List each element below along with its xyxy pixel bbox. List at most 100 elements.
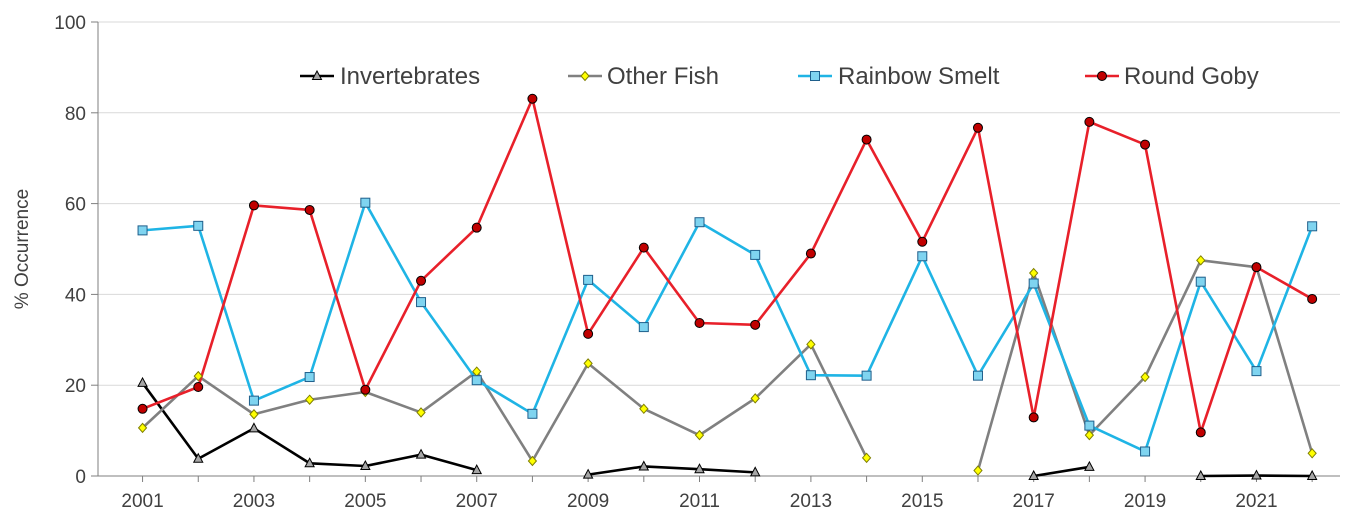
rainbow-smelt-point — [193, 220, 204, 231]
legend-marker-other-fish — [580, 70, 590, 82]
round-goby-point — [360, 384, 371, 395]
round-goby-point — [1195, 427, 1206, 438]
other-fish-point — [527, 455, 538, 467]
legend-item-rainbow-smelt: Rainbow Smelt — [798, 63, 1000, 90]
rainbow-smelt-point — [248, 395, 259, 406]
round-goby-point — [805, 248, 816, 259]
x-tick-label: 2019 — [1124, 491, 1166, 512]
invertebrates-point — [694, 463, 705, 474]
invertebrates-point — [1084, 460, 1095, 471]
rainbow-smelt-point — [583, 274, 594, 285]
rainbow-smelt-line — [142, 201, 1314, 453]
invertebrates-point — [1028, 469, 1040, 480]
rainbow-smelt-point — [694, 217, 705, 228]
x-tick-label: 2009 — [567, 491, 609, 512]
rainbow-smelt-point — [805, 370, 816, 381]
round-goby-point — [1307, 293, 1318, 304]
invertebrates-point — [415, 448, 427, 459]
round-goby-point — [193, 382, 204, 393]
rainbow-smelt-point — [1084, 420, 1095, 431]
round-goby-point — [1251, 262, 1262, 273]
round-goby-point — [137, 403, 148, 414]
round-goby-point — [861, 134, 872, 145]
invertebrates-point — [137, 376, 148, 387]
rainbow-smelt-point — [972, 370, 983, 381]
axes: 0 20 40 60 80 100 2001 2003 2005 2007 2009 2011 2013… — [54, 13, 1340, 512]
y-tick-label: 100 — [54, 13, 86, 34]
round-goby-point — [1084, 116, 1095, 127]
other-fish-point — [639, 403, 649, 415]
rainbow-smelt-point — [1195, 276, 1206, 287]
x-tick-label: 2005 — [344, 491, 386, 512]
rainbow-smelt-point — [638, 322, 649, 333]
legend-label-rainbow-smelt: Rainbow Smelt — [838, 63, 1000, 90]
y-tick-label: 0 — [75, 467, 86, 488]
round-goby-point — [750, 319, 761, 330]
rainbow-smelt-point — [360, 197, 371, 208]
other-fish-point — [1307, 448, 1317, 459]
x-tick-label: 2015 — [901, 491, 943, 512]
legend: Invertebrates Other Fish Rainbow Smelt Roun… — [300, 63, 1259, 90]
invertebrates-point — [582, 468, 594, 479]
invertebrates-point — [1306, 469, 1318, 480]
invertebrates-point — [1195, 469, 1207, 480]
grid-lines — [98, 21, 1340, 386]
other-fish-point — [583, 358, 593, 369]
invertebrates-point — [471, 464, 483, 475]
legend-marker-rainbow-smelt — [810, 71, 820, 81]
round-goby-point — [583, 328, 594, 339]
x-tick-label: 2013 — [790, 491, 832, 512]
other-fish-point — [416, 407, 426, 418]
rainbow-smelt-point — [1140, 446, 1151, 457]
legend-label-other-fish: Other Fish — [607, 63, 719, 90]
invertebrates-line — [587, 465, 756, 476]
other-fish-point — [973, 465, 983, 476]
rainbow-smelt-point — [304, 372, 315, 383]
invertebrates-point — [248, 422, 260, 433]
legend-label-round-goby: Round Goby — [1124, 63, 1259, 90]
rainbow-smelt-point — [1307, 221, 1318, 232]
legend-item-round-goby: Round Goby — [1085, 63, 1259, 90]
round-goby-point — [304, 204, 315, 215]
invertebrates-point — [304, 457, 315, 468]
other-fish-point — [806, 339, 816, 350]
rainbow-smelt-point — [861, 370, 872, 381]
x-tick-label: 2011 — [679, 491, 720, 512]
rainbow-smelt-point — [750, 249, 761, 260]
series-markers — [137, 93, 1318, 480]
y-tick-label: 20 — [65, 376, 86, 397]
x-tick-label: 2003 — [233, 491, 275, 512]
legend-item-invertebrates: Invertebrates — [300, 63, 480, 90]
rainbow-smelt-point — [917, 251, 928, 262]
round-goby-point — [1140, 139, 1151, 150]
invertebrates-point — [638, 460, 650, 471]
other-fish-point — [1140, 371, 1150, 383]
other-fish-point — [750, 393, 760, 404]
other-fish-line — [141, 343, 868, 463]
x-tick-label: 2021 — [1235, 491, 1277, 512]
other-fish-point — [249, 409, 259, 420]
other-fish-point — [193, 370, 203, 382]
invertebrates-point — [360, 459, 371, 471]
rainbow-smelt-point — [471, 375, 482, 386]
rainbow-smelt-point — [527, 408, 538, 419]
legend-marker-round-goby — [1097, 71, 1107, 81]
round-goby-point — [471, 222, 482, 233]
round-goby-point — [527, 93, 538, 104]
rainbow-smelt-point — [137, 225, 148, 236]
other-fish-point — [1029, 267, 1039, 279]
rainbow-smelt-point — [1251, 366, 1262, 377]
legend-item-other-fish: Other Fish — [568, 63, 719, 90]
round-goby-line — [142, 97, 1313, 434]
other-fish-point — [694, 429, 705, 441]
invertebrates-line — [1033, 465, 1090, 478]
round-goby-point — [1028, 412, 1039, 423]
round-goby-point — [248, 200, 259, 211]
y-tick-label: 60 — [65, 195, 86, 216]
other-fish-point — [1196, 255, 1206, 266]
y-tick-label: 80 — [65, 104, 86, 125]
round-goby-point — [972, 122, 983, 133]
round-goby-point — [416, 275, 427, 286]
